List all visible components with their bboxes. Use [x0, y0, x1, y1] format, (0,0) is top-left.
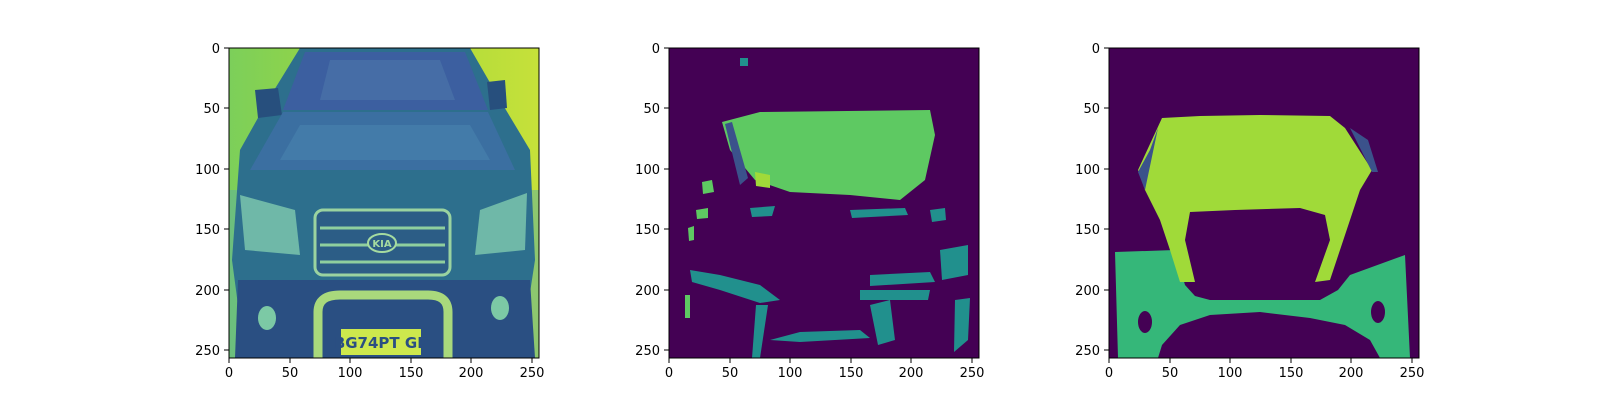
y-tick-label: 100: [195, 163, 220, 178]
y-tick-label: 100: [1075, 163, 1100, 178]
predicted-mask-image: [669, 48, 979, 358]
y-ticks: [664, 47, 669, 351]
y-ticks: [1104, 47, 1109, 351]
y-tick-label: 250: [1075, 344, 1100, 359]
y-tick-label: 50: [1083, 102, 1100, 117]
y-tick-label: 0: [212, 42, 220, 57]
x-tick-label: 150: [839, 366, 864, 381]
x-tick-label: 0: [225, 366, 233, 381]
y-tick-label: 250: [195, 344, 220, 359]
x-tick-label: 250: [1400, 366, 1425, 381]
badge-text: KIA: [372, 239, 391, 250]
x-tick-label: 150: [1279, 366, 1304, 381]
panel-input-image: KIA BG74PT GP: [195, 42, 544, 381]
y-tick-label: 250: [635, 344, 660, 359]
mask-hood: [722, 110, 935, 200]
y-tick-label: 150: [1075, 223, 1100, 238]
panel-predicted-mask: 0 50 100 150 200 250 0 50 100 150 200 25…: [635, 42, 984, 381]
axes-frame: [228, 47, 540, 359]
mask-bumper: [1115, 250, 1410, 358]
y-tick-label: 150: [195, 223, 220, 238]
x-tick-label: 100: [1218, 366, 1243, 381]
plate-text: BG74PT GP: [334, 334, 428, 352]
x-tick-label: 100: [338, 366, 363, 381]
y-tick-label: 0: [652, 42, 660, 57]
x-tick-label: 200: [1339, 366, 1364, 381]
y-tick-label: 200: [635, 284, 660, 299]
x-tick-label: 200: [899, 366, 924, 381]
x-tick-label: 0: [665, 366, 673, 381]
y-tick-label: 50: [203, 102, 220, 117]
x-tick-label: 250: [960, 366, 985, 381]
y-tick-label: 50: [643, 102, 660, 117]
y-tick-label: 100: [635, 163, 660, 178]
x-tick-label: 50: [722, 366, 739, 381]
panel-ground-truth-mask: 0 50 100 150 200 250 0 50 100 150 200 25…: [1075, 42, 1424, 381]
axes-frame: [1108, 47, 1420, 359]
x-tick-label: 200: [459, 366, 484, 381]
mask-hood: [1138, 115, 1372, 282]
x-tick-label: 50: [1162, 366, 1179, 381]
x-tick-label: 250: [520, 366, 545, 381]
x-tick-label: 150: [399, 366, 424, 381]
axes-frame: [668, 47, 980, 359]
x-tick-label: 50: [282, 366, 299, 381]
y-tick-label: 200: [195, 284, 220, 299]
ground-truth-mask-image: [1109, 48, 1419, 358]
x-ticks: [668, 358, 973, 363]
x-tick-label: 0: [1105, 366, 1113, 381]
y-tick-label: 0: [1092, 42, 1100, 57]
x-ticks: [228, 358, 533, 363]
x-ticks: [1108, 358, 1413, 363]
y-ticks: [224, 47, 229, 351]
y-tick-label: 200: [1075, 284, 1100, 299]
car-image: KIA BG74PT GP: [229, 48, 539, 358]
x-tick-label: 100: [778, 366, 803, 381]
y-tick-label: 150: [635, 223, 660, 238]
